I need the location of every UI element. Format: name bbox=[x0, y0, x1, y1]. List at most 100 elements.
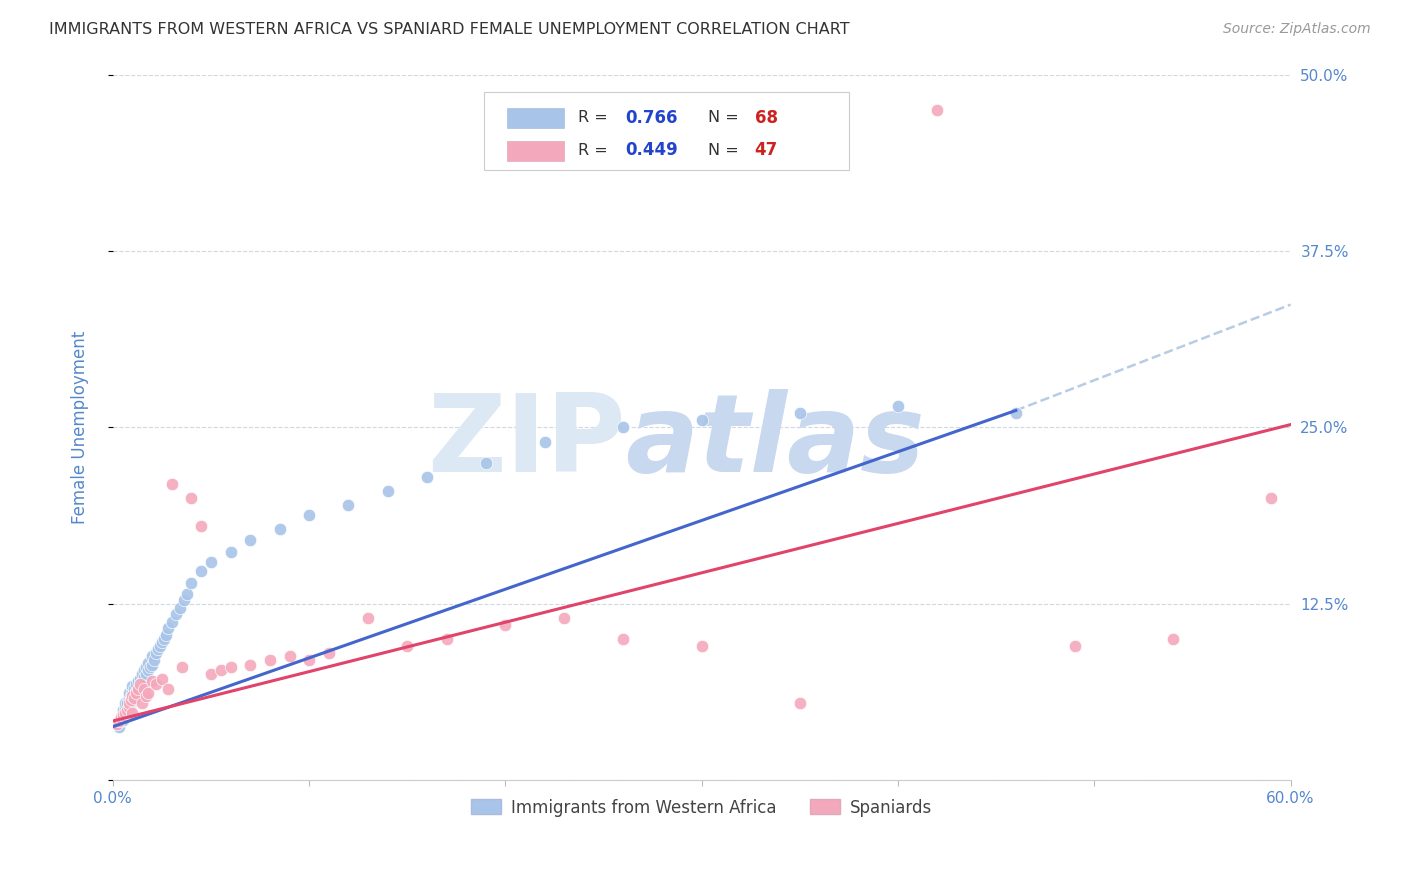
Text: IMMIGRANTS FROM WESTERN AFRICA VS SPANIARD FEMALE UNEMPLOYMENT CORRELATION CHART: IMMIGRANTS FROM WESTERN AFRICA VS SPANIA… bbox=[49, 22, 849, 37]
Point bbox=[117, 686, 139, 700]
Point bbox=[120, 689, 142, 703]
Point bbox=[357, 611, 380, 625]
Point bbox=[110, 714, 132, 728]
Point bbox=[135, 660, 157, 674]
Text: 0.449: 0.449 bbox=[626, 141, 678, 159]
Point bbox=[131, 674, 153, 689]
Text: ZIP: ZIP bbox=[426, 389, 626, 494]
Point bbox=[150, 672, 173, 686]
Point bbox=[107, 714, 129, 728]
Point bbox=[114, 706, 136, 720]
Point bbox=[105, 716, 128, 731]
Point bbox=[111, 708, 134, 723]
Point bbox=[110, 710, 132, 724]
Point bbox=[141, 649, 163, 664]
Point bbox=[139, 660, 162, 674]
Point bbox=[190, 565, 212, 579]
Point bbox=[173, 592, 195, 607]
Point bbox=[436, 632, 458, 647]
Point bbox=[165, 607, 187, 621]
Text: 47: 47 bbox=[755, 141, 778, 159]
Point bbox=[120, 696, 142, 710]
Point bbox=[145, 646, 167, 660]
Point bbox=[135, 667, 157, 681]
Point bbox=[200, 554, 222, 568]
Point bbox=[1260, 491, 1282, 505]
Point bbox=[141, 657, 163, 672]
Point bbox=[121, 689, 143, 703]
Point bbox=[156, 621, 179, 635]
FancyBboxPatch shape bbox=[484, 92, 849, 169]
Point bbox=[145, 677, 167, 691]
Point bbox=[377, 483, 399, 498]
Point bbox=[115, 703, 138, 717]
Point bbox=[269, 522, 291, 536]
Point bbox=[612, 420, 634, 434]
Point bbox=[887, 399, 910, 413]
Point bbox=[396, 639, 419, 653]
Point bbox=[259, 653, 281, 667]
Point bbox=[337, 498, 360, 512]
Point bbox=[176, 587, 198, 601]
Point bbox=[134, 681, 156, 696]
Point bbox=[169, 601, 191, 615]
Point bbox=[927, 103, 949, 117]
Point bbox=[127, 681, 149, 696]
Point bbox=[219, 544, 242, 558]
Point bbox=[125, 677, 148, 691]
Point bbox=[121, 684, 143, 698]
Point bbox=[1161, 632, 1184, 647]
Point bbox=[298, 508, 321, 522]
Point bbox=[612, 632, 634, 647]
Point bbox=[160, 615, 183, 630]
Point bbox=[200, 667, 222, 681]
Point bbox=[117, 696, 139, 710]
Point bbox=[136, 686, 159, 700]
Point bbox=[416, 470, 439, 484]
Point bbox=[690, 639, 713, 653]
Point bbox=[533, 434, 555, 449]
Text: 0.766: 0.766 bbox=[626, 109, 678, 127]
Text: R =: R = bbox=[578, 143, 613, 158]
Point bbox=[115, 706, 138, 720]
Text: N =: N = bbox=[707, 110, 744, 125]
Text: Source: ZipAtlas.com: Source: ZipAtlas.com bbox=[1223, 22, 1371, 37]
Legend: Immigrants from Western Africa, Spaniards: Immigrants from Western Africa, Spaniard… bbox=[463, 790, 941, 825]
Point bbox=[153, 632, 176, 647]
Point bbox=[124, 689, 146, 703]
Point bbox=[789, 406, 811, 420]
Point bbox=[121, 706, 143, 720]
Point bbox=[149, 639, 172, 653]
Point bbox=[134, 663, 156, 677]
Point bbox=[136, 656, 159, 670]
Point bbox=[1063, 639, 1085, 653]
Point bbox=[219, 660, 242, 674]
Point bbox=[111, 703, 134, 717]
Text: R =: R = bbox=[578, 110, 613, 125]
Point bbox=[170, 660, 193, 674]
Text: atlas: atlas bbox=[626, 389, 925, 494]
Point bbox=[125, 686, 148, 700]
Text: N =: N = bbox=[707, 143, 744, 158]
Point bbox=[143, 653, 166, 667]
Point bbox=[117, 703, 139, 717]
Point bbox=[114, 696, 136, 710]
Point bbox=[180, 491, 202, 505]
Point bbox=[111, 713, 134, 727]
Point bbox=[136, 663, 159, 677]
Point bbox=[131, 696, 153, 710]
Point bbox=[209, 663, 232, 677]
Point bbox=[105, 716, 128, 731]
Point bbox=[127, 674, 149, 689]
Point bbox=[129, 672, 152, 686]
Point bbox=[160, 476, 183, 491]
Point bbox=[135, 689, 157, 703]
Point bbox=[553, 611, 575, 625]
Point bbox=[131, 667, 153, 681]
Point bbox=[141, 674, 163, 689]
Point bbox=[114, 699, 136, 714]
Point bbox=[150, 635, 173, 649]
Point bbox=[129, 677, 152, 691]
Point bbox=[146, 642, 169, 657]
Point bbox=[1004, 406, 1026, 420]
